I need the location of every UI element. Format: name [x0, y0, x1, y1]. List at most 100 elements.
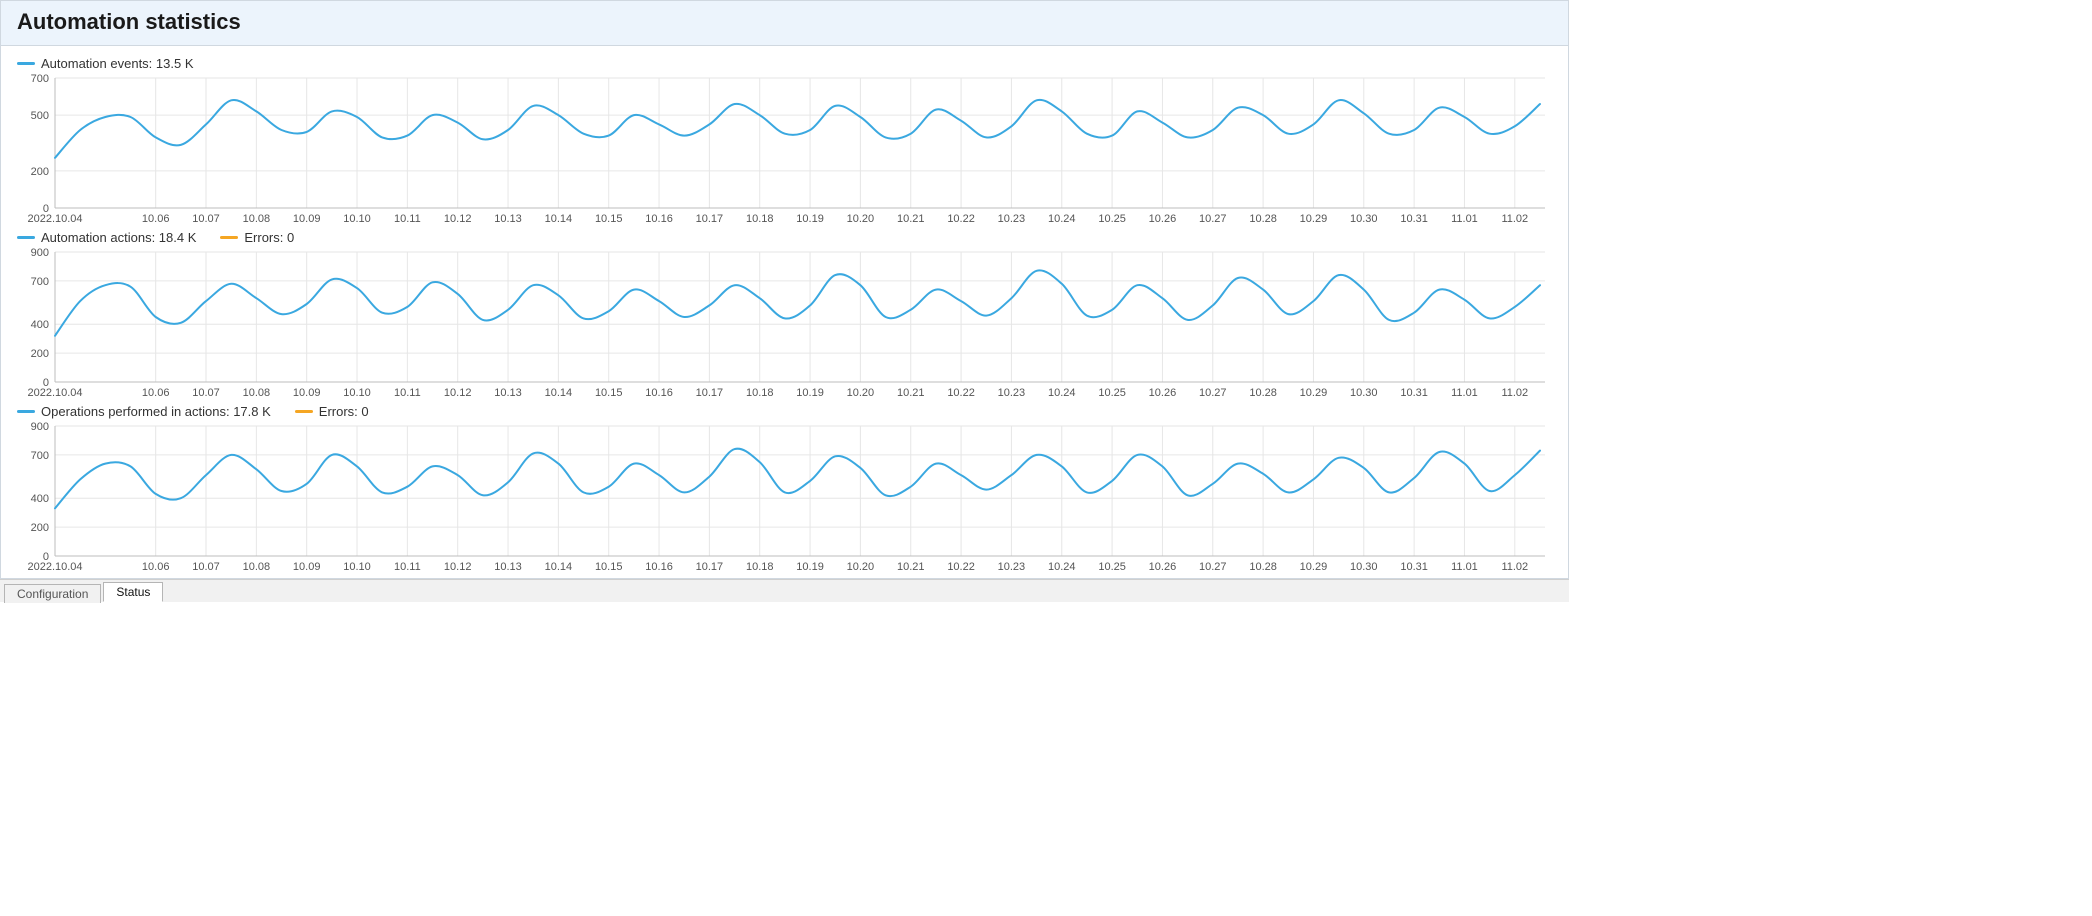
x-tick-label: 10.30: [1350, 561, 1378, 573]
x-tick-label: 10.25: [1098, 387, 1126, 399]
x-tick-label: 10.21: [897, 561, 925, 573]
y-tick-label: 200: [31, 166, 49, 178]
x-tick-label: 10.15: [595, 213, 623, 225]
x-tick-label: 10.09: [293, 387, 321, 399]
x-tick-label: 10.27: [1199, 561, 1227, 573]
x-tick-label: 10.16: [645, 561, 673, 573]
legend-item[interactable]: Errors: 0: [295, 404, 369, 419]
x-tick-label: 10.17: [696, 213, 724, 225]
x-tick-label: 10.06: [142, 561, 170, 573]
series-line[interactable]: [55, 270, 1540, 335]
x-tick-label: 10.20: [847, 387, 875, 399]
x-tick-label: 10.22: [947, 561, 975, 573]
y-tick-label: 700: [31, 74, 49, 85]
x-tick-label: 10.10: [343, 561, 371, 573]
x-tick-label: 10.21: [897, 387, 925, 399]
series-line[interactable]: [55, 449, 1540, 509]
y-tick-label: 200: [31, 348, 49, 360]
x-tick-label: 10.26: [1149, 213, 1177, 225]
x-tick-label: 10.29: [1300, 213, 1328, 225]
x-tick-label: 10.23: [998, 213, 1026, 225]
charts-area: Automation events: 13.5 K02005007002022.…: [1, 46, 1568, 578]
x-tick-label: 10.09: [293, 561, 321, 573]
legend-actions: Automation actions: 18.4 K Errors: 0: [17, 228, 1554, 246]
x-tick-label: 10.11: [394, 213, 421, 225]
x-tick-label: 10.10: [343, 213, 371, 225]
chart-svg-operations[interactable]: 02004007009002022.10.0410.0610.0710.0810…: [15, 422, 1551, 574]
y-tick-label: 900: [31, 248, 49, 259]
tab-status[interactable]: Status: [103, 582, 163, 602]
x-tick-label: 10.31: [1400, 387, 1428, 399]
x-tick-label: 10.25: [1098, 213, 1126, 225]
x-tick-label: 10.17: [696, 387, 724, 399]
x-tick-label: 10.29: [1300, 387, 1328, 399]
x-tick-label: 10.22: [947, 387, 975, 399]
legend-item[interactable]: Operations performed in actions: 17.8 K: [17, 404, 271, 419]
x-tick-label: 10.25: [1098, 561, 1126, 573]
stats-panel: Automation statistics Automation events:…: [0, 0, 1569, 579]
legend-label: Errors: 0: [319, 404, 369, 419]
legend-item[interactable]: Automation actions: 18.4 K: [17, 230, 196, 245]
x-tick-label: 10.20: [847, 561, 875, 573]
x-tick-label: 10.24: [1048, 387, 1076, 399]
series-line[interactable]: [55, 100, 1540, 158]
y-tick-label: 700: [31, 276, 49, 288]
x-tick-label: 10.12: [444, 561, 472, 573]
chart-events: Automation events: 13.5 K02005007002022.…: [15, 54, 1554, 226]
y-tick-label: 400: [31, 319, 49, 331]
tab-configuration[interactable]: Configuration: [4, 584, 101, 603]
legend-operations: Operations performed in actions: 17.8 K E…: [17, 402, 1554, 420]
y-tick-label: 700: [31, 450, 49, 462]
x-tick-label: 11.01: [1451, 213, 1478, 225]
legend-label: Automation actions: 18.4 K: [41, 230, 196, 245]
legend-item[interactable]: Automation events: 13.5 K: [17, 56, 193, 71]
page-title: Automation statistics: [17, 9, 1552, 35]
x-tick-label: 10.15: [595, 561, 623, 573]
x-tick-label: 10.07: [192, 387, 220, 399]
x-tick-label: 10.30: [1350, 387, 1378, 399]
x-tick-label: 11.02: [1501, 561, 1528, 573]
chart-operations: Operations performed in actions: 17.8 K E…: [15, 402, 1554, 574]
x-tick-label: 10.10: [343, 387, 371, 399]
x-tick-label: 10.20: [847, 213, 875, 225]
legend-swatch: [295, 410, 313, 413]
x-tick-label: 10.06: [142, 387, 170, 399]
x-tick-label: 10.12: [444, 387, 472, 399]
x-tick-label: 10.13: [494, 213, 522, 225]
x-tick-label: 10.11: [394, 561, 421, 573]
x-tick-label: 10.14: [545, 213, 573, 225]
x-tick-label: 10.13: [494, 561, 522, 573]
x-tick-label: 10.27: [1199, 387, 1227, 399]
chart-svg-events[interactable]: 02005007002022.10.0410.0610.0710.0810.09…: [15, 74, 1551, 226]
x-tick-label: 10.08: [243, 387, 271, 399]
x-tick-label: 10.26: [1149, 561, 1177, 573]
x-tick-label: 10.07: [192, 561, 220, 573]
legend-swatch: [220, 236, 238, 239]
x-tick-label: 2022.10.04: [27, 561, 82, 573]
x-tick-label: 10.13: [494, 387, 522, 399]
legend-events: Automation events: 13.5 K: [17, 54, 1554, 72]
x-tick-label: 10.14: [545, 387, 573, 399]
x-tick-label: 10.28: [1249, 387, 1277, 399]
x-tick-label: 10.23: [998, 561, 1026, 573]
x-tick-label: 10.16: [645, 387, 673, 399]
x-tick-label: 10.09: [293, 213, 321, 225]
x-tick-label: 10.29: [1300, 561, 1328, 573]
legend-label: Operations performed in actions: 17.8 K: [41, 404, 271, 419]
x-tick-label: 10.19: [796, 561, 824, 573]
chart-svg-actions[interactable]: 02004007009002022.10.0410.0610.0710.0810…: [15, 248, 1551, 400]
x-tick-label: 10.08: [243, 213, 271, 225]
x-tick-label: 10.11: [394, 387, 421, 399]
x-tick-label: 10.06: [142, 213, 170, 225]
x-tick-label: 10.19: [796, 213, 824, 225]
legend-item[interactable]: Errors: 0: [220, 230, 294, 245]
x-tick-label: 10.16: [645, 213, 673, 225]
y-tick-label: 500: [31, 110, 49, 122]
legend-swatch: [17, 410, 35, 413]
x-tick-label: 10.08: [243, 561, 271, 573]
x-tick-label: 2022.10.04: [27, 213, 82, 225]
x-tick-label: 10.18: [746, 387, 774, 399]
y-tick-label: 400: [31, 493, 49, 505]
x-tick-label: 10.30: [1350, 213, 1378, 225]
x-tick-label: 11.01: [1451, 561, 1478, 573]
